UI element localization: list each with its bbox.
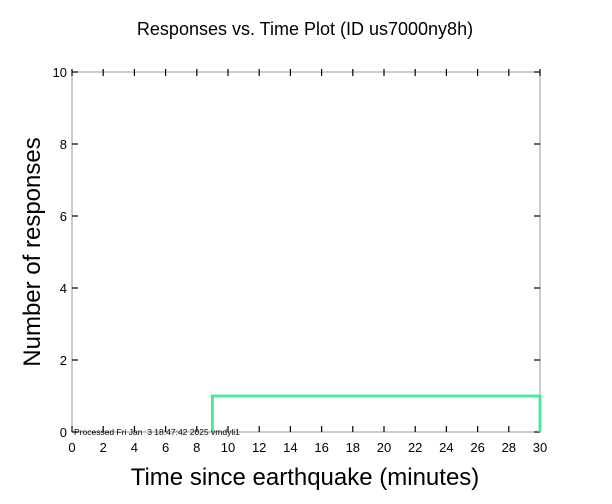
x-tick-label: 4 <box>131 440 138 455</box>
x-tick-label: 6 <box>162 440 169 455</box>
x-tick-label: 16 <box>314 440 328 455</box>
x-tick-label: 26 <box>470 440 484 455</box>
x-tick-label: 20 <box>377 440 391 455</box>
x-tick-label: 10 <box>221 440 235 455</box>
x-axis: 0 2 4 6 8 10 12 14 16 18 20 22 24 26 28 30 <box>68 69 547 455</box>
y-tick-label: 2 <box>60 353 67 368</box>
x-tick-label: 12 <box>252 440 266 455</box>
y-tick-label: 8 <box>60 137 67 152</box>
y-axis: 0 2 4 6 8 10 <box>53 65 540 440</box>
x-axis-label: Time since earthquake (minutes) <box>131 464 480 491</box>
y-tick-label: 4 <box>60 281 67 296</box>
response-count-step-line <box>210 394 542 432</box>
y-tick-label: 6 <box>60 209 67 224</box>
plot-frame <box>71 71 541 433</box>
y-tick-label: 10 <box>53 65 67 80</box>
x-tick-label: 0 <box>68 440 75 455</box>
chart-title: Responses vs. Time Plot (ID us7000ny8h) <box>137 19 473 39</box>
x-tick-label: 24 <box>439 440 453 455</box>
x-tick-label: 8 <box>193 440 200 455</box>
y-axis-label: Number of responses <box>19 137 46 366</box>
x-tick-label: 28 <box>502 440 516 455</box>
x-tick-label: 18 <box>346 440 360 455</box>
y-tick-label: 0 <box>60 425 67 440</box>
series-layer <box>210 394 542 432</box>
x-tick-label: 14 <box>283 440 297 455</box>
processed-annotation: Processed Fri Jan 3 18:47:42 2025 vmdyli… <box>74 427 240 437</box>
x-tick-label: 2 <box>100 440 107 455</box>
x-tick-label: 22 <box>408 440 422 455</box>
x-tick-label: 30 <box>533 440 547 455</box>
